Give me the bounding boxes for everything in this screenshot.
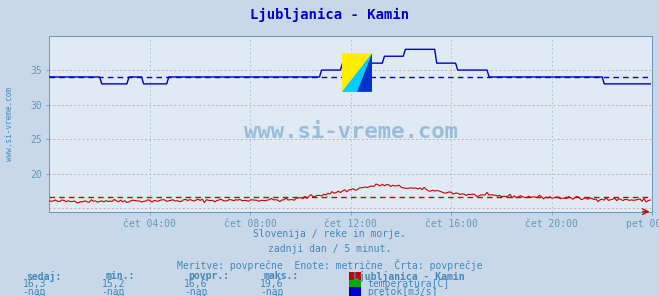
- Text: maks.:: maks.:: [264, 271, 299, 281]
- Text: min.:: min.:: [105, 271, 135, 281]
- Text: -nan: -nan: [260, 287, 283, 296]
- Text: 16,3: 16,3: [22, 279, 46, 289]
- Text: -nan: -nan: [184, 287, 208, 296]
- Polygon shape: [342, 53, 372, 92]
- Text: 38: 38: [272, 294, 283, 296]
- Text: zadnji dan / 5 minut.: zadnji dan / 5 minut.: [268, 244, 391, 254]
- Polygon shape: [342, 53, 372, 92]
- Text: 15,2: 15,2: [101, 279, 125, 289]
- Text: 33: 33: [34, 294, 46, 296]
- Polygon shape: [357, 53, 372, 92]
- Text: pretok[m3/s]: pretok[m3/s]: [367, 287, 438, 296]
- Text: Meritve: povprečne  Enote: metrične  Črta: povprečje: Meritve: povprečne Enote: metrične Črta:…: [177, 259, 482, 271]
- Text: -nan: -nan: [22, 287, 46, 296]
- Text: Slovenija / reke in morje.: Slovenija / reke in morje.: [253, 229, 406, 239]
- Text: višina[cm]: višina[cm]: [367, 294, 426, 296]
- Text: 34: 34: [196, 294, 208, 296]
- Text: 16,6: 16,6: [184, 279, 208, 289]
- Text: www.si-vreme.com: www.si-vreme.com: [244, 122, 458, 142]
- Text: -nan: -nan: [101, 287, 125, 296]
- Text: 33: 33: [113, 294, 125, 296]
- Text: 19,6: 19,6: [260, 279, 283, 289]
- Text: Ljubljanica - Kamin: Ljubljanica - Kamin: [353, 271, 464, 282]
- Text: Ljubljanica - Kamin: Ljubljanica - Kamin: [250, 7, 409, 22]
- Text: temperatura[C]: temperatura[C]: [367, 279, 449, 289]
- Text: www.si-vreme.com: www.si-vreme.com: [5, 87, 14, 161]
- Text: povpr.:: povpr.:: [188, 271, 229, 281]
- Text: sedaj:: sedaj:: [26, 271, 61, 282]
